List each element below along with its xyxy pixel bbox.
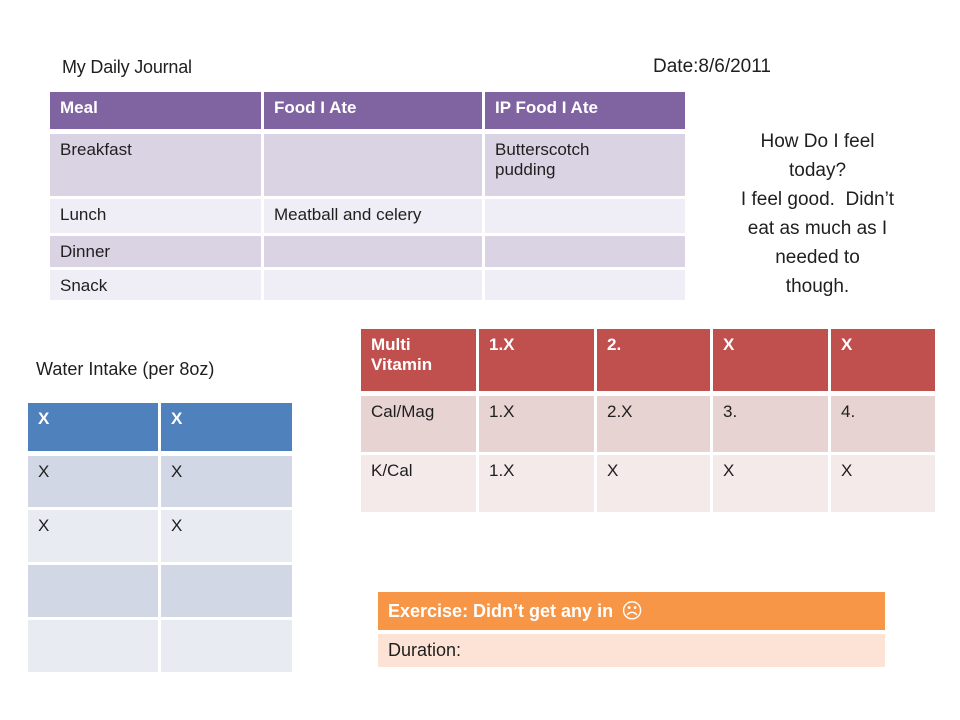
meal-cell [261,233,485,270]
meal-cell [482,233,688,270]
meal-header-row: Meal Food I Ate IP Food I Ate [47,89,688,134]
meal-header-cell: Meal [47,89,264,134]
table-row [25,562,295,620]
meal-cell: Butterscotch pudding [482,130,688,199]
feelings-line: I feel good. Didn’t [740,189,895,210]
meal-cell [261,267,485,303]
feelings-line: needed to [775,247,860,268]
vitamin-header-cell: 2. [594,326,713,396]
vitamin-header-row: Multi Vitamin 1.X 2. X X [358,326,938,396]
vitamin-cell: Cal/Mag [358,392,479,455]
vitamin-header-cell: 1.X [476,326,597,396]
feelings-line: How Do I feel [760,131,875,152]
meal-cell: Breakfast [47,130,264,199]
feelings-text: How Do I feel today? I feel good. Didn’t… [665,127,960,301]
vitamin-cell: 3. [710,392,831,455]
exercise-section: Exercise: Didn’t get any in ☹ Duration: [378,592,885,667]
exercise-banner: Exercise: Didn’t get any in ☹ [378,592,885,630]
table-row: Lunch Meatball and celery [47,196,688,236]
vitamin-cell: 2.X [594,392,713,455]
vitamin-cell: 4. [828,392,938,455]
meal-cell-text: Butterscotch pudding [495,140,590,179]
page-title: My Daily Journal [62,57,192,77]
vitamin-header-cell: Multi Vitamin [358,326,479,396]
table-row [25,617,295,675]
vitamin-cell: 1.X [476,392,597,455]
date-label: Date:8/6/2011 [653,56,771,77]
meal-cell: Meatball and celery [261,196,485,236]
table-row: K/Cal 1.X X X X [358,452,938,515]
feelings-line: eat as much as I [747,218,888,239]
table-row: Cal/Mag 1.X 2.X 3. 4. [358,392,938,455]
vitamin-header-cell: X [828,326,938,396]
water-cell [25,562,161,620]
vitamin-cell: X [594,452,713,515]
water-cell: X [25,507,161,565]
table-row: Breakfast Butterscotch pudding [47,130,688,199]
vitamin-header-cell: X [710,326,831,396]
meal-cell: Lunch [47,196,264,236]
water-cell: X [25,452,161,510]
meal-cell [261,130,485,199]
water-intake-label: Water Intake (per 8oz) [36,359,215,379]
vitamin-cell: K/Cal [358,452,479,515]
table-row: X X [25,452,295,510]
water-header-row: X X [25,400,295,456]
meal-header-cell: IP Food I Ate [482,89,688,134]
meal-cell: Dinner [47,233,264,270]
exercise-label: Exercise: Didn’t get any in [388,601,614,621]
table-row: Dinner [47,233,688,270]
water-cell [25,617,161,675]
water-intake-table: X X X X X X [25,400,295,675]
water-cell [158,562,295,620]
water-header-cell: X [25,400,161,456]
vitamin-cell: X [828,452,938,515]
water-cell: X [158,507,295,565]
meal-header-cell: Food I Ate [261,89,485,134]
water-cell [158,617,295,675]
meal-cell [482,196,688,236]
vitamin-table: Multi Vitamin 1.X 2. X X Cal/Mag 1.X 2.X… [358,326,938,515]
feelings-line: today? [788,160,847,181]
table-row: X X [25,507,295,565]
meal-table: Meal Food I Ate IP Food I Ate Breakfast … [47,89,688,303]
meal-cell [482,267,688,303]
duration-row: Duration: [378,634,885,667]
water-cell: X [158,452,295,510]
vitamin-cell: 1.X [476,452,597,515]
vitamin-cell: X [710,452,831,515]
duration-label: Duration: [388,640,462,660]
meal-cell: Snack [47,267,264,303]
sad-face-icon: ☹ [621,599,643,623]
feelings-line: though. [785,276,850,297]
water-header-cell: X [158,400,295,456]
table-row: Snack [47,267,688,303]
